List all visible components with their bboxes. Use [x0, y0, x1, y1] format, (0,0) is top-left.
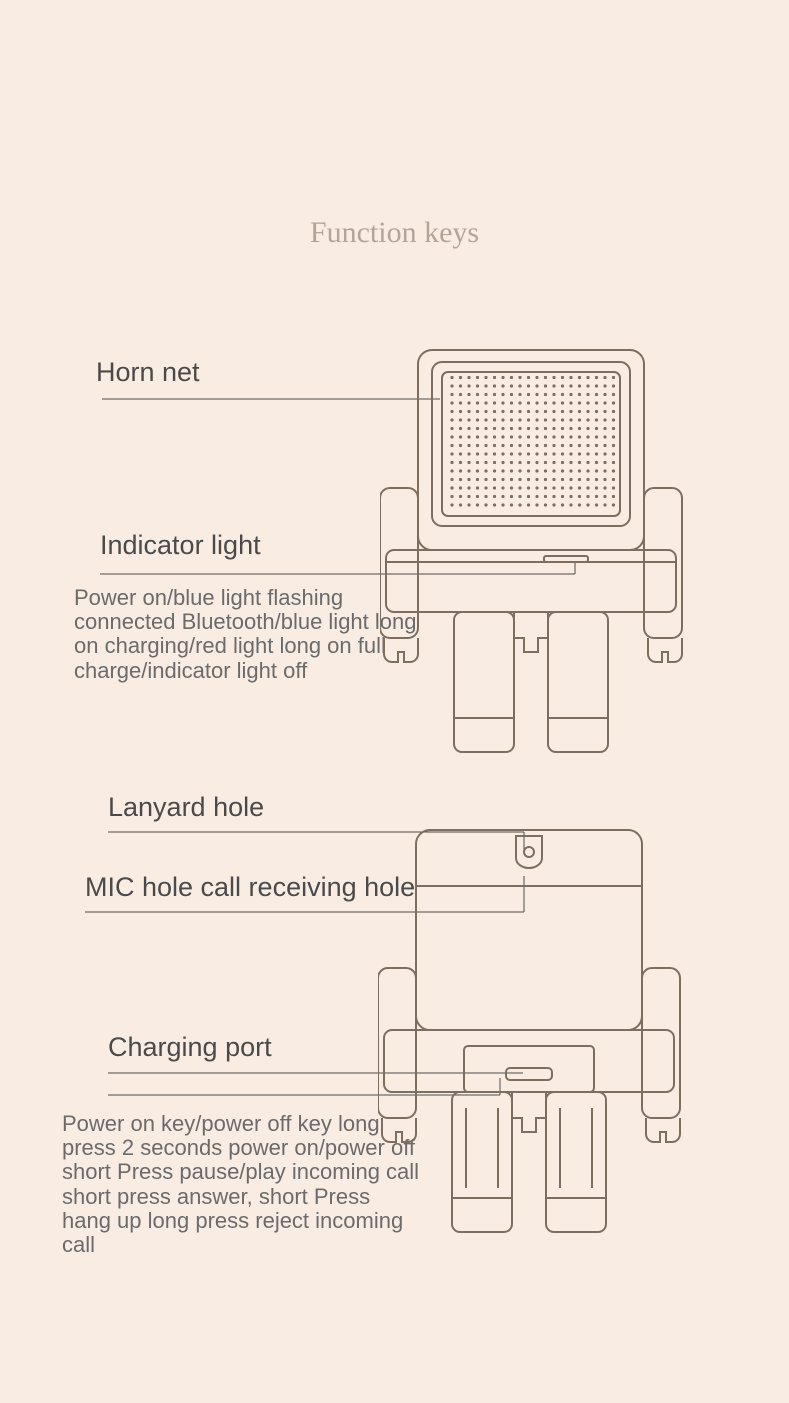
figure-back-view — [378, 828, 688, 1238]
figure-front-view — [380, 348, 690, 758]
